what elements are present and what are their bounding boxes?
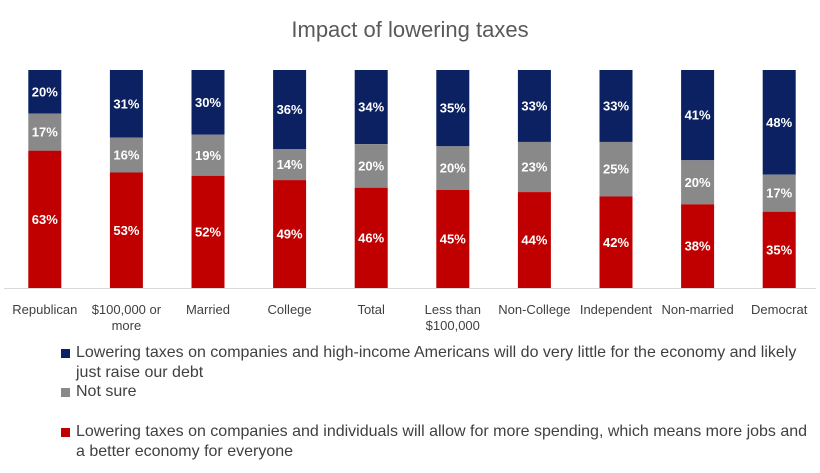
bar-segment — [436, 146, 470, 190]
bar-segment — [517, 70, 551, 142]
data-label: 25% — [603, 162, 629, 177]
data-label: 17% — [32, 125, 58, 140]
data-label: 53% — [113, 223, 139, 238]
data-label: 36% — [277, 102, 303, 117]
plot-area: 20% 17% 63% 31% 16% 53% 30% 19% 52% 36% 14% 49% 34% 2… — [4, 70, 816, 289]
bar-stack: 33% 23% 44% — [517, 70, 551, 288]
bar-segment — [599, 70, 633, 142]
x-tick-label: Less than $100,000 — [424, 302, 481, 333]
data-label: 17% — [766, 186, 792, 201]
legend-item: Not sure — [61, 382, 813, 422]
bar-segment — [109, 70, 143, 138]
bar-segment — [354, 187, 388, 288]
data-label: 19% — [195, 148, 221, 163]
data-label: 33% — [603, 99, 629, 114]
legend-label: Not sure — [76, 383, 137, 400]
legend-label: Lowering taxes on companies and high-inc… — [76, 344, 797, 381]
bar-segment — [109, 172, 143, 288]
x-tick-label: Married — [185, 302, 231, 317]
bar-segment — [762, 70, 796, 175]
bar-segment — [762, 211, 796, 288]
bar-segment — [517, 141, 551, 193]
bar-segment — [517, 192, 551, 288]
data-label: 14% — [277, 157, 303, 172]
bar-segment — [191, 134, 225, 176]
bar-segment — [436, 70, 470, 147]
data-label: 35% — [766, 242, 792, 257]
bar-segment — [273, 149, 307, 181]
bar-stack: 31% 16% 53% — [109, 70, 143, 288]
bar-segment — [354, 144, 388, 188]
bar-stack: 34% 20% 46% — [354, 70, 388, 288]
data-label: 42% — [603, 235, 629, 250]
bar-stack: 41% 20% 38% — [681, 70, 715, 288]
bar-segment — [273, 70, 307, 150]
data-label: 49% — [277, 227, 303, 242]
data-label: 34% — [358, 100, 384, 115]
data-label: 46% — [358, 230, 384, 245]
data-label: 23% — [521, 160, 547, 175]
data-label: 41% — [685, 108, 711, 123]
data-label: 31% — [113, 96, 139, 111]
bar-segment — [436, 189, 470, 288]
bar-segment — [681, 204, 715, 288]
bar-segment — [109, 137, 143, 173]
data-label: 20% — [685, 175, 711, 190]
data-label: 20% — [440, 161, 466, 176]
legend-label: Lowering taxes on companies and individu… — [76, 423, 808, 460]
data-label: 44% — [521, 233, 547, 248]
data-label: 20% — [358, 158, 384, 173]
x-tick-label: Independent — [579, 302, 653, 317]
bar-stack: 35% 20% 45% — [436, 70, 470, 288]
data-label: 63% — [32, 212, 58, 227]
bar-segment — [191, 175, 225, 288]
bar-segment — [599, 196, 633, 288]
legend-swatch — [61, 388, 70, 397]
bar-stack: 20% 17% 63% — [28, 70, 62, 288]
x-tick-label: $100,000 or more — [91, 302, 162, 333]
bar-segment — [762, 174, 796, 212]
data-label: 52% — [195, 224, 221, 239]
legend-swatch — [61, 428, 70, 437]
x-tick-label: College — [267, 302, 312, 317]
bar-segment — [681, 160, 715, 205]
data-label: 45% — [440, 232, 466, 247]
bar-segment — [681, 70, 715, 161]
data-label: 16% — [113, 148, 139, 163]
bar-segment — [599, 141, 633, 197]
data-label: 48% — [766, 115, 792, 130]
data-label: 30% — [195, 95, 221, 110]
x-tick-label: Republican — [12, 302, 78, 317]
bar-segment — [28, 70, 62, 114]
data-label: 38% — [685, 239, 711, 254]
x-tick-label: Non-married — [661, 302, 734, 317]
data-label: 20% — [32, 84, 58, 99]
data-label: 35% — [440, 101, 466, 116]
bar-stack: 36% 14% 49% — [273, 70, 307, 288]
data-label: 33% — [521, 99, 547, 114]
bar-stack: 33% 25% 42% — [599, 70, 633, 288]
bar-segment — [28, 113, 62, 151]
x-tick-label: Democrat — [751, 302, 808, 317]
legend-item: Lowering taxes on companies and individu… — [61, 422, 813, 462]
legend-item: Lowering taxes on companies and high-inc… — [61, 343, 813, 383]
bar-segment — [28, 150, 62, 288]
bar-stack: 30% 19% 52% — [191, 70, 225, 288]
bar-segment — [354, 70, 388, 145]
bar-stack: 48% 17% 35% — [762, 70, 796, 288]
bar-segment — [273, 180, 307, 288]
chart-title: Impact of lowering taxes — [291, 17, 529, 42]
legend-swatch — [61, 349, 70, 358]
x-tick-label: Non-College — [498, 302, 571, 317]
x-tick-label: Total — [357, 302, 385, 317]
bar-segment — [191, 70, 225, 135]
